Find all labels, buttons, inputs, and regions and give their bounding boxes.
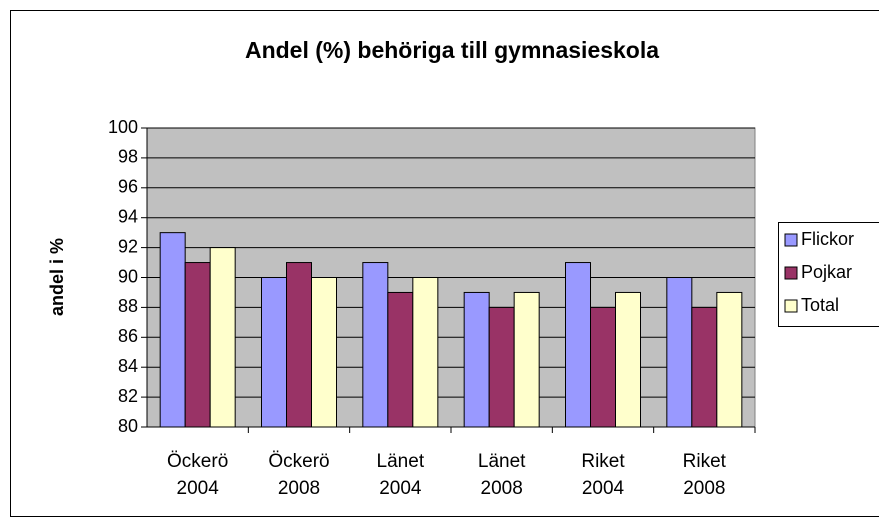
bar [615, 291, 641, 428]
y-tick-label: 94 [118, 206, 138, 226]
bar [590, 306, 616, 428]
bar [362, 262, 389, 428]
bar [286, 262, 312, 428]
bar [488, 306, 515, 428]
bar [565, 262, 591, 428]
y-tick-label: 80 [118, 416, 138, 436]
x-tick-label: Länet 2004 [376, 451, 425, 499]
x-tick-label: Riket 2008 [682, 451, 726, 499]
bar [159, 232, 186, 428]
legend-label: Pojkar [801, 262, 852, 282]
x-tick-label: Öckerö 2008 [268, 451, 330, 499]
y-tick-label: 96 [118, 177, 138, 197]
x-tick-label: Länet 2008 [477, 451, 526, 499]
y-tick-label: 90 [118, 266, 138, 286]
bar [666, 277, 693, 428]
bar [412, 277, 439, 428]
y-axis-label: andel i % [47, 238, 67, 316]
bar [184, 262, 211, 428]
x-tick-label: Riket 2004 [581, 451, 625, 499]
bar [261, 277, 287, 428]
bar [716, 291, 743, 428]
y-tick-label: 86 [118, 326, 138, 346]
bar [463, 291, 490, 428]
bar [691, 306, 718, 428]
chart-title: Andel (%) behöriga till gymnasieskola [245, 37, 659, 63]
legend-swatch [784, 299, 798, 313]
bar [311, 277, 337, 428]
bar [513, 291, 540, 428]
y-tick-label: 82 [118, 386, 138, 406]
x-tick-label: Öckerö 2004 [167, 451, 229, 499]
y-tick-label: 98 [118, 147, 138, 167]
legend-label: Flickor [801, 229, 854, 249]
legend-swatch [784, 266, 798, 280]
legend-swatch [784, 233, 798, 247]
bar [209, 247, 236, 428]
bar [387, 291, 414, 428]
y-tick-label: 92 [118, 236, 138, 256]
y-tick-label: 100 [108, 117, 138, 137]
legend-label: Total [801, 295, 839, 315]
y-tick-label: 84 [118, 356, 138, 376]
y-tick-label: 88 [118, 296, 138, 316]
